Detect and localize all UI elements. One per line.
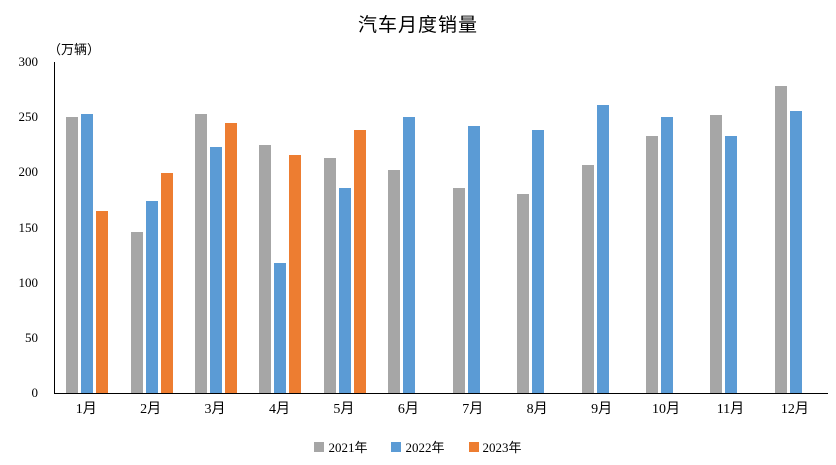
- x-tick-label-6月: 6月: [397, 402, 419, 417]
- plot-area: [54, 62, 828, 394]
- y-tick-label: 50: [25, 329, 38, 345]
- bar-2021年-1月: [66, 117, 79, 393]
- x-tick-label-3月: 3月: [204, 402, 226, 417]
- legend-label-2022: 2022年: [405, 440, 445, 455]
- bar-group-3月: [184, 62, 248, 393]
- y-tick-label: 250: [18, 109, 39, 125]
- bar-group-11月: [699, 62, 763, 393]
- bar-group-6月: [377, 62, 441, 393]
- bar-2022年-11月: [725, 135, 738, 393]
- legend-label-2023: 2023年: [482, 440, 522, 455]
- y-tick-label: 100: [18, 274, 39, 290]
- y-tick-label: 150: [18, 219, 39, 235]
- bar-2022年-1月: [81, 113, 94, 393]
- bar-2021年-7月: [452, 187, 465, 393]
- bar-group-4月: [248, 62, 312, 393]
- y-tick-label: 300: [18, 54, 39, 69]
- bar-2023年-1月: [96, 210, 109, 393]
- x-tick-label-1月: 1月: [75, 402, 97, 417]
- bar-group-7月: [442, 62, 506, 393]
- legend-item-2021: 2021年: [314, 437, 367, 456]
- bar-2022年-3月: [210, 146, 223, 393]
- y-tick-label: 0: [31, 385, 39, 400]
- bar-2021年-2月: [130, 231, 143, 393]
- bar-group-2月: [119, 62, 183, 393]
- x-tick-label-7月: 7月: [462, 402, 484, 417]
- legend: 2021年 2022年 2023年: [0, 437, 836, 456]
- bar-2023年-2月: [160, 173, 173, 393]
- bar-2021年-3月: [195, 113, 208, 393]
- legend-swatch-2023: [468, 441, 479, 452]
- bar-groups: [55, 62, 828, 393]
- bar-group-9月: [570, 62, 634, 393]
- bar-2022年-6月: [403, 117, 416, 393]
- bar-2022年-2月: [145, 201, 158, 393]
- bar-group-12月: [764, 62, 828, 393]
- bar-2021年-10月: [646, 135, 658, 393]
- y-tick-label: 200: [18, 164, 39, 180]
- bar-2022年-10月: [661, 117, 673, 393]
- x-tick-label-10月: 10月: [652, 402, 680, 417]
- bar-2021年-12月: [774, 86, 787, 393]
- x-tick-label-8月: 8月: [526, 402, 548, 417]
- bar-2022年-7月: [467, 126, 480, 393]
- bar-2022年-5月: [338, 187, 351, 393]
- bar-2021年-9月: [581, 164, 594, 393]
- legend-swatch-2022: [391, 441, 402, 452]
- y-axis-tick-labels: 0 50 100 150 200 250 300: [0, 54, 44, 400]
- bar-2021年-6月: [388, 170, 401, 393]
- bar-2022年-4月: [274, 262, 287, 393]
- x-tick-label-9月: 9月: [591, 402, 613, 417]
- x-axis-labels: 1月 2月 3月 4月 5月 6月 7月 8月 9月 10月 11月 12月: [54, 398, 827, 418]
- bar-group-1月: [55, 62, 119, 393]
- bar-2022年-9月: [596, 105, 609, 393]
- bar-group-5月: [313, 62, 377, 393]
- x-tick-label-2月: 2月: [140, 402, 162, 417]
- x-tick-label-11月: 11月: [716, 402, 745, 417]
- bar-2023年-4月: [289, 154, 302, 393]
- chart-title: 汽车月度销量: [357, 15, 478, 36]
- legend-label-2021: 2021年: [328, 440, 368, 455]
- legend-item-2023: 2023年: [468, 437, 522, 456]
- x-tick-label-12月: 12月: [780, 402, 809, 417]
- x-tick-label-4月: 4月: [268, 402, 290, 417]
- bar-2023年-3月: [225, 122, 238, 393]
- bar-2022年-8月: [532, 130, 545, 393]
- legend-item-2022: 2022年: [391, 437, 445, 456]
- bar-2022年-12月: [789, 110, 802, 393]
- bar-2023年-5月: [353, 130, 366, 393]
- bar-group-10月: [635, 62, 699, 393]
- y-axis-unit-label: （万辆）: [48, 42, 101, 57]
- bar-2021年-11月: [710, 114, 723, 393]
- x-tick-label-5月: 5月: [333, 402, 355, 417]
- legend-swatch-2021: [314, 441, 325, 452]
- bar-2021年-4月: [259, 144, 272, 393]
- bar-2021年-8月: [517, 194, 530, 393]
- bar-group-8月: [506, 62, 570, 393]
- bar-2021年-5月: [323, 158, 336, 393]
